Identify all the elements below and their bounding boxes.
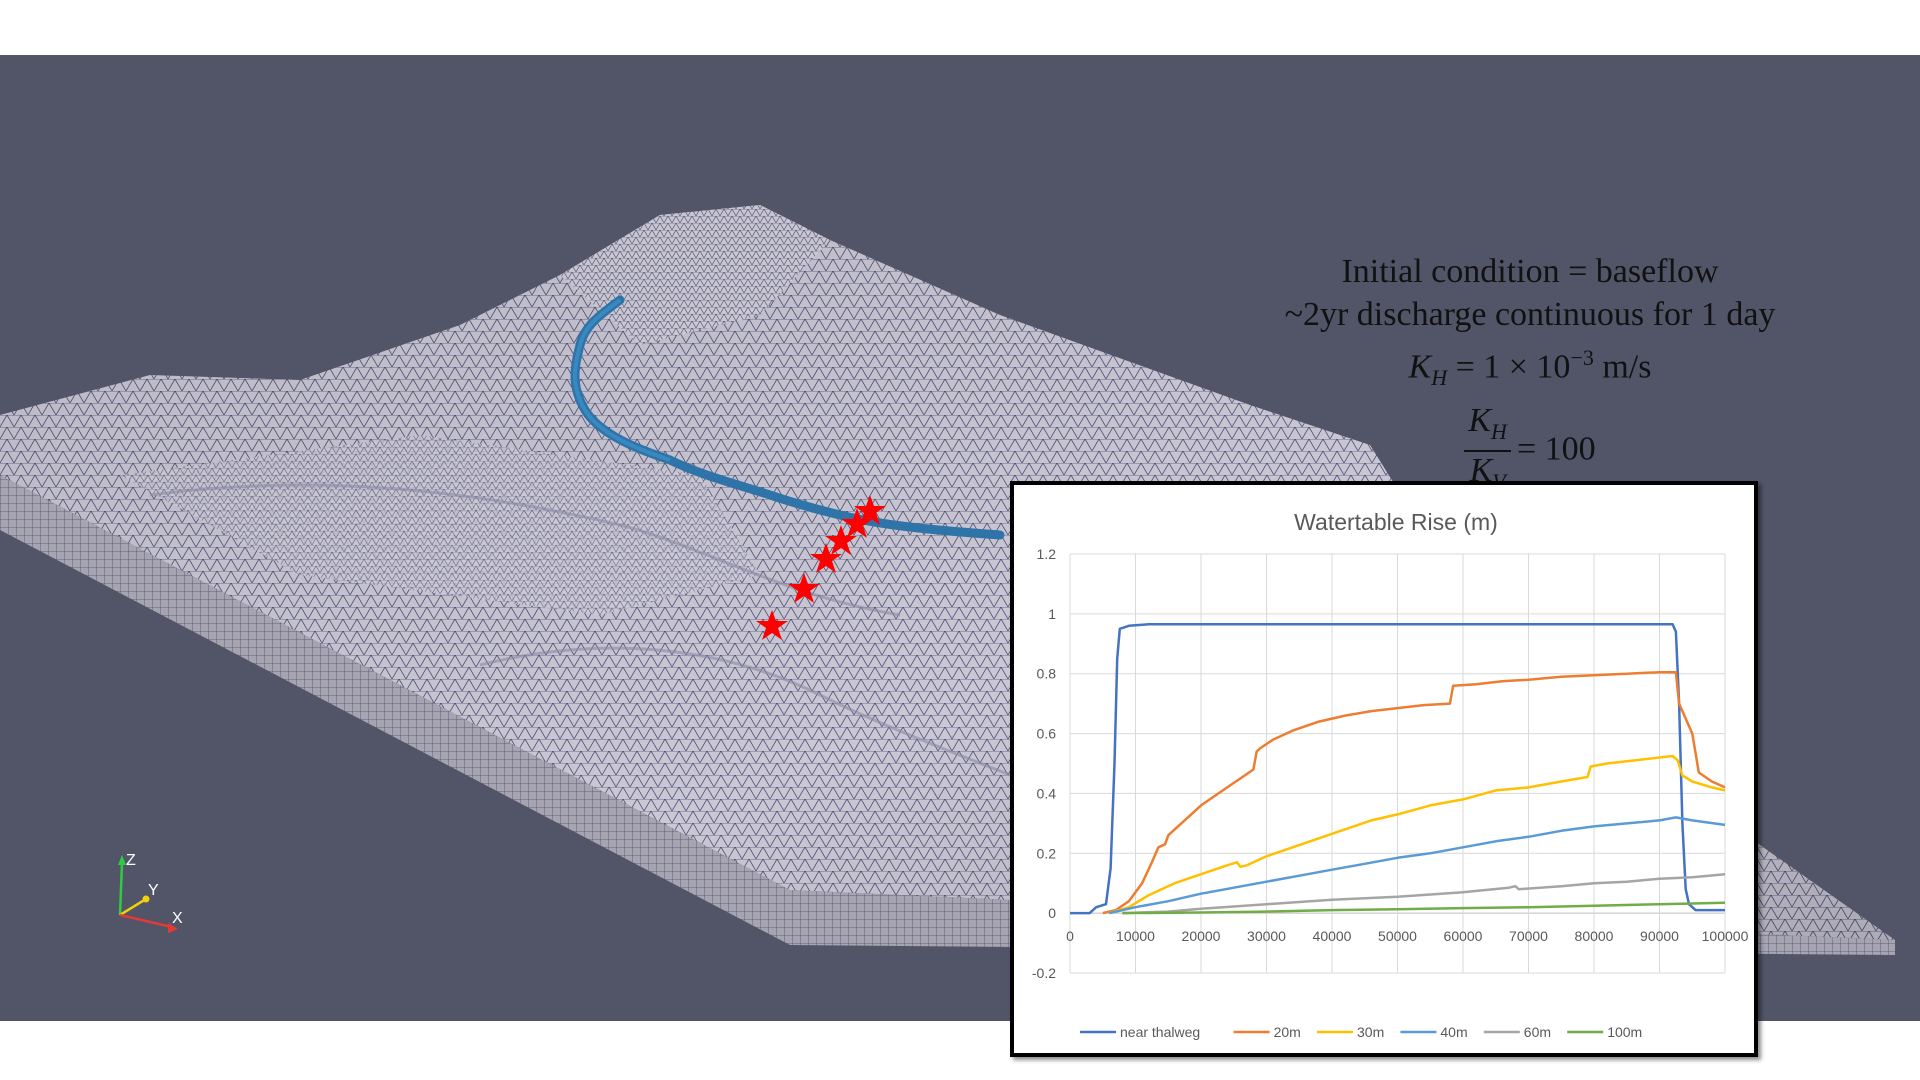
marker-star-6	[756, 610, 788, 640]
x-tick-label: 100000	[1702, 928, 1749, 944]
chart-series	[1070, 623, 1726, 915]
y-tick-label: 0	[1048, 905, 1056, 921]
kh-equation: KH = 1 × 10−3 m/s	[1240, 336, 1820, 399]
watertable-rise-chart: Watertable Rise (m) -0.2 0 0.2 0.4 0.6 0.8 1 1.…	[1010, 481, 1758, 1057]
series-line-40m	[1109, 816, 1726, 915]
y-tick-label: -0.2	[1032, 965, 1056, 981]
chart-canvas: Watertable Rise (m) -0.2 0 0.2 0.4 0.6 0.8 1 1.…	[1032, 509, 1749, 1040]
legend-label: 30m	[1357, 1024, 1384, 1040]
chart-legend: near thalweg 20m 30m 40m 60m 100m	[1080, 1024, 1642, 1040]
y-tick-label: 0.2	[1037, 845, 1057, 861]
marker-star-1	[854, 495, 886, 525]
kh-unit: m/s	[1602, 348, 1652, 386]
z-axis-line	[118, 862, 124, 916]
x-axis-line	[119, 913, 173, 929]
observation-well-markers	[756, 495, 886, 640]
y-tick-label: 0.6	[1037, 726, 1057, 742]
x-tick-label: 40000	[1313, 928, 1352, 944]
x-tick-label: 30000	[1247, 928, 1286, 944]
y-tick-label: 1	[1048, 606, 1056, 622]
simulation-conditions-annotation: Initial condition = baseflow ~2yr discha…	[1240, 250, 1820, 501]
series-line-100m	[1122, 901, 1726, 915]
ratio-value: = 100	[1516, 430, 1596, 468]
marker-star-2	[841, 508, 873, 538]
y-axis-line	[119, 897, 147, 917]
series-line-60m	[1122, 872, 1726, 915]
series-line-20m	[1102, 670, 1726, 915]
x-tick-label: 80000	[1575, 928, 1614, 944]
x-tick-label: 50000	[1378, 928, 1417, 944]
mesh-side-wall-left	[0, 475, 790, 945]
x-tick-label: 10000	[1116, 928, 1155, 944]
x-tick-label: 70000	[1509, 928, 1548, 944]
chart-gridlines	[1069, 553, 1726, 974]
x-tick-label: 0	[1066, 928, 1074, 944]
marker-star-5	[788, 573, 820, 603]
y-axis-label: Y	[148, 882, 159, 899]
x-tick-label: 90000	[1640, 928, 1679, 944]
legend-label: near thalweg	[1120, 1024, 1200, 1040]
z-axis-label: Z	[126, 852, 136, 869]
kh-exponent: −3	[1570, 345, 1594, 370]
discharge-text: ~2yr discharge continuous for 1 day	[1284, 296, 1776, 333]
y-tick-label: 0.8	[1037, 666, 1057, 682]
chart-tick-labels: -0.2 0 0.2 0.4 0.6 0.8 1 1.2 0 10000 20000 30000 400…	[1032, 546, 1749, 981]
series-line-near-thalweg	[1070, 623, 1725, 915]
x-tick-label: 20000	[1182, 928, 1221, 944]
kh-subscript: H	[1431, 365, 1448, 391]
x-tick-label: 60000	[1444, 928, 1483, 944]
marker-star-3	[825, 525, 857, 555]
initial-condition-text: Initial condition = baseflow	[1341, 253, 1719, 290]
y-tick-label: 0.4	[1037, 785, 1057, 801]
series-line-30m	[1108, 754, 1726, 915]
chart-title: Watertable Rise (m)	[1294, 509, 1498, 535]
marker-star-4	[810, 543, 842, 573]
kh-value: = 1 × 10	[1455, 348, 1571, 386]
kh-symbol: K	[1408, 348, 1432, 386]
legend-label: 20m	[1274, 1024, 1301, 1040]
legend-label: 100m	[1607, 1024, 1642, 1040]
y-tick-label: 1.2	[1037, 546, 1057, 562]
legend-label: 40m	[1440, 1024, 1467, 1040]
axes-orientation-triad: Z Y X	[118, 852, 183, 933]
legend-label: 60m	[1524, 1024, 1551, 1040]
x-axis-label: X	[172, 910, 183, 927]
